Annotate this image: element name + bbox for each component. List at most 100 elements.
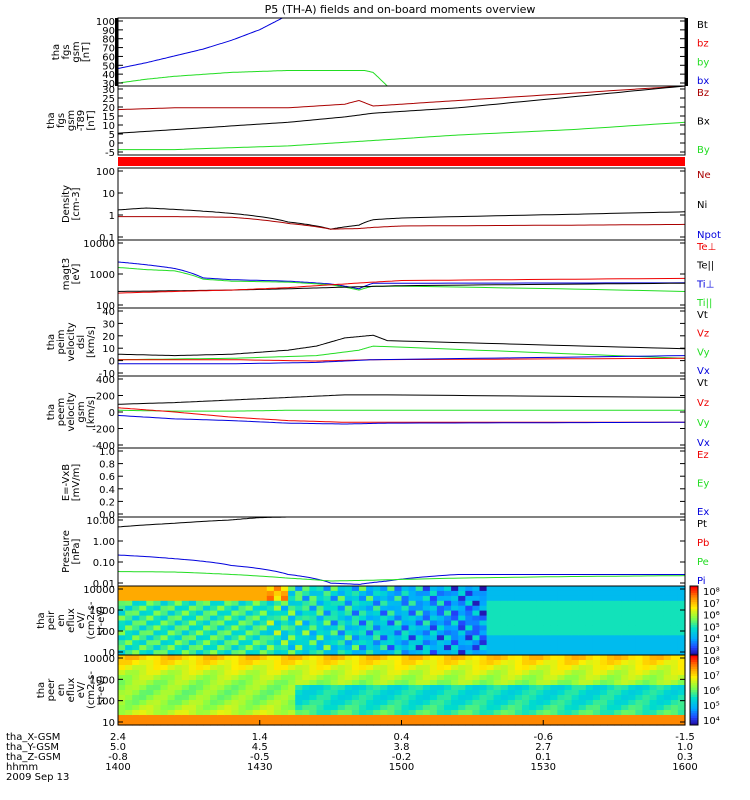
spectrogram-cell: [139, 715, 147, 721]
spectrogram-cell: [196, 605, 204, 612]
spectrogram-cell: [479, 710, 488, 716]
spectrogram-cell: [444, 645, 452, 651]
spectrogram-cell: [415, 650, 424, 656]
spectrogram-cell: [281, 720, 289, 726]
spectrogram-cell: [146, 675, 154, 681]
spectrogram-cell: [670, 620, 679, 626]
spectrogram-cell: [259, 586, 268, 592]
spectrogram-cell: [125, 650, 133, 656]
spectrogram-cell: [578, 620, 587, 626]
spectrogram-cell: [656, 586, 665, 592]
spectrogram-cell: [451, 600, 459, 607]
spectrogram-cell: [238, 690, 247, 696]
spectrogram-cell: [635, 640, 644, 646]
spectrogram-cell: [273, 645, 282, 651]
spectrogram-cell: [174, 680, 183, 686]
spectrogram-cell: [302, 590, 310, 597]
spectrogram-cell: [252, 645, 261, 651]
spectrogram-cell: [380, 715, 388, 721]
spectrogram-cell: [295, 615, 303, 622]
spectrogram-cell: [245, 695, 254, 701]
spectrogram-cell: [146, 625, 154, 631]
spectrogram-cell: [295, 630, 303, 636]
spectrogram-cell: [231, 660, 240, 666]
spectrogram-cell: [493, 645, 502, 651]
spectrogram-cell: [550, 650, 558, 656]
spectrogram-cell: [458, 586, 466, 592]
spectrogram-cell: [564, 680, 573, 686]
spectrogram-cell: [302, 640, 310, 646]
series-line-Vz: [118, 357, 686, 362]
spectrogram-cell: [344, 620, 353, 626]
spectrogram-cell: [557, 586, 566, 592]
spectrogram-cell: [266, 595, 275, 602]
spectrogram-cell: [266, 615, 275, 622]
spectrogram-cell: [514, 685, 523, 691]
spectrogram-cell: [132, 680, 140, 686]
spectrogram-cell: [281, 610, 289, 617]
spectrogram-cell: [337, 610, 346, 617]
spectrogram-cell: [259, 625, 268, 631]
colorbar-segment: [690, 655, 698, 658]
spectrogram-cell: [224, 640, 232, 646]
spectrogram-cell: [458, 600, 466, 607]
spectrogram-cell: [529, 680, 537, 686]
spectrogram-cell: [231, 700, 240, 706]
spectrogram-cell: [493, 586, 502, 592]
spectrogram-cell: [500, 610, 509, 617]
spectrogram-cell: [196, 620, 204, 626]
spectrogram-cell: [500, 586, 509, 592]
spectrogram-cell: [479, 700, 488, 706]
spectrogram-cell: [458, 645, 466, 651]
spectrogram-cell: [422, 600, 431, 607]
spectrogram-cell: [295, 586, 303, 592]
spectrogram-cell: [231, 720, 240, 726]
y-tick-label: 0.01: [93, 579, 115, 590]
spectrogram-cell: [628, 586, 636, 592]
spectrogram-cell: [621, 620, 629, 626]
spectrogram-cell: [259, 655, 268, 661]
colorbar-segment: [690, 611, 698, 615]
spectrogram-cell: [132, 670, 140, 676]
spectrogram-cell: [472, 605, 481, 612]
spectrogram-cell: [642, 595, 651, 602]
spectrogram-cell: [429, 655, 438, 661]
spectrogram-cell: [529, 620, 537, 626]
series-line-Vy: [117, 345, 686, 361]
spectrogram-cell: [507, 640, 516, 646]
spectrogram-cell: [401, 710, 410, 716]
spectrogram-cell: [677, 650, 686, 656]
spectrogram-cell: [465, 640, 473, 646]
spectrogram-cell: [210, 675, 218, 681]
spectrogram-cell: [557, 630, 566, 636]
spectrogram-cell: [153, 630, 162, 636]
spectrogram-cell: [273, 590, 282, 597]
spectrogram-cell: [600, 595, 608, 602]
spectrogram-cell: [592, 600, 601, 607]
spectrogram-cell: [146, 645, 154, 651]
spectrogram-cell: [621, 590, 629, 597]
spectrogram-cell: [203, 590, 211, 597]
spectrogram-cell: [266, 650, 275, 656]
spectrogram-cell: [351, 600, 360, 607]
spectrogram-cell: [529, 660, 537, 666]
spectrogram-cell: [174, 695, 183, 701]
spectrogram-cell: [607, 600, 615, 607]
spectrogram-cell: [649, 615, 658, 622]
spectrogram-cell: [323, 645, 332, 651]
spectrogram-cell: [309, 710, 318, 716]
spectrogram-cell: [231, 600, 240, 607]
spectrogram-cell: [677, 715, 686, 721]
spectrogram-cell: [394, 650, 403, 656]
spectrogram-cell: [373, 665, 381, 671]
spectrogram-cell: [210, 720, 218, 726]
spectrogram-cell: [295, 595, 303, 602]
spectrogram-cell: [585, 590, 594, 597]
spectrogram-cell: [309, 595, 318, 602]
x-axis-row-label: tha_Y-GSM: [6, 742, 59, 753]
spectrogram-cell: [231, 640, 240, 646]
spectrogram-cell: [550, 670, 558, 676]
spectrogram-cell: [614, 630, 622, 636]
colorbar-segment: [690, 632, 698, 635]
y-axis-label: tha: [46, 404, 57, 420]
